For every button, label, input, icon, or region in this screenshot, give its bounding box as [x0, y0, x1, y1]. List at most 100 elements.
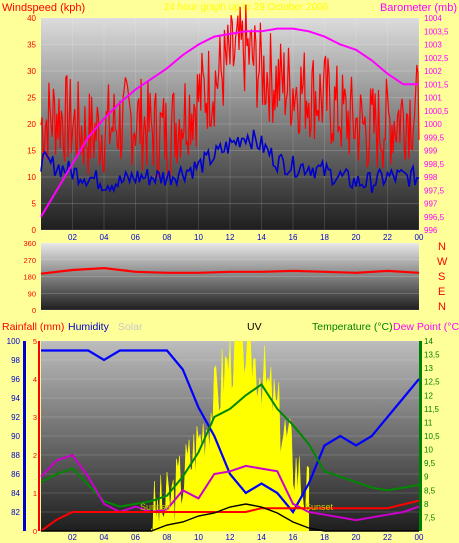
- barometer-y-tick-label: 998,5: [424, 160, 445, 169]
- direction-label-w: W: [437, 256, 448, 268]
- wind-y-tick-label: 30: [27, 67, 36, 76]
- humidity-axis-title: Humidity: [68, 321, 110, 333]
- x-tick-label-bottom: 20: [352, 533, 361, 542]
- temperature-y-tick-label: 9,5: [424, 459, 436, 468]
- humidity-axis-bar: [23, 341, 26, 531]
- windspeed-axis-title: Windspeed (kph): [2, 2, 85, 14]
- humidity-y-tick-label: 100: [7, 337, 21, 346]
- x-tick-label-bottom: 08: [163, 533, 172, 542]
- temperature-y-tick-label: 11: [424, 418, 433, 427]
- dewpoint-axis-title: Dew Point (°C): [393, 321, 459, 333]
- x-tick-label: 02: [68, 233, 77, 242]
- barometer-y-tick-label: 1003,5: [424, 27, 449, 36]
- direction-series: [40, 266, 420, 275]
- barometer-y-tick-label: 1004: [424, 14, 442, 23]
- direction-y-tick-label: 180: [23, 273, 36, 282]
- humidity-y-tick-label: 98: [11, 356, 20, 365]
- humidity-y-tick-label: 86: [11, 470, 20, 479]
- direction-y-ticks: 0 90 180 270 360: [23, 239, 36, 315]
- rainfall-line: [40, 499, 420, 532]
- temperature-line: [40, 382, 420, 508]
- sunrise-annotation: Sunrise: [140, 502, 171, 512]
- x-tick-label: 06: [131, 233, 140, 242]
- x-tick-label: 20: [352, 233, 361, 242]
- solar-area: [151, 340, 310, 532]
- barometer-axis-title: Barometer (mb): [380, 2, 457, 14]
- rain-y-tick-label: 1: [33, 489, 37, 498]
- dewpoint-line: [40, 453, 420, 522]
- x-tick-label: 00: [415, 233, 424, 242]
- temperature-y-tick-label: 10,5: [424, 432, 440, 441]
- barometer-y-tick-label: 997,5: [424, 186, 445, 195]
- x-tick-label-bottom: 06: [131, 533, 140, 542]
- barometer-y-tick-label: 1000: [424, 120, 442, 129]
- wind-y-tick-label: 15: [27, 147, 36, 156]
- barometer-y-tick-label: 999: [424, 147, 438, 156]
- barometer-y-tick-label: 1002: [424, 67, 442, 76]
- x-tick-label: 14: [257, 233, 266, 242]
- temperature-y-tick-label: 9: [424, 473, 429, 482]
- wind-gust-line: [40, 4, 420, 178]
- rain-y-tick-label: 2: [33, 451, 37, 460]
- temperature-y-tick-label: 8: [424, 500, 429, 509]
- x-tick-label-bottom: 02: [68, 533, 77, 542]
- temperature-y-tick-label: 13: [424, 364, 433, 373]
- humidity-y-tick-label: 88: [11, 451, 20, 460]
- x-tick-label-bottom: 22: [383, 533, 392, 542]
- x-tick-label: 04: [100, 233, 109, 242]
- x-tick-label-bottom: 04: [100, 533, 109, 542]
- wind-y-tick-label: 10: [27, 173, 36, 182]
- wind-y-tick-label: 20: [27, 120, 36, 129]
- temperature-y-tick-label: 13,5: [424, 351, 440, 360]
- humidity-y-tick-label: 82: [11, 508, 20, 517]
- direction-label-n1: N: [438, 241, 446, 253]
- humidity-y-tick-label: 96: [11, 375, 20, 384]
- x-tick-label-bottom: 14: [257, 533, 266, 542]
- solar-axis-title: Solar: [118, 321, 143, 333]
- humidity-series: [40, 340, 420, 532]
- uv-axis-title: UV: [247, 321, 262, 333]
- x-tick-label-bottom: 12: [226, 533, 235, 542]
- barometer-y-tick-label: 996,5: [424, 213, 445, 222]
- x-tick-label-bottom: 00: [415, 533, 424, 542]
- temperature-y-tick-label: 14: [424, 337, 433, 346]
- x-tick-label: 12: [226, 233, 235, 242]
- direction-panel-bg: [41, 243, 419, 310]
- rain-y-tick-label: 4: [33, 375, 37, 384]
- barometer-y-tick-label: 1003: [424, 41, 442, 50]
- direction-label-n2: N: [438, 301, 446, 313]
- direction-gridlines: [41, 242, 419, 311]
- humidity-y-tick-label: 92: [11, 413, 20, 422]
- x-tick-label: 18: [320, 233, 329, 242]
- humidity-line: [41, 349, 420, 514]
- barometer-y-tick-label: 1001,5: [424, 80, 449, 89]
- wind-y-tick-label: 25: [27, 94, 36, 103]
- barometer-y-tick-label: 1002,5: [424, 54, 449, 63]
- x-tick-label: 08: [163, 233, 172, 242]
- rain-y-tick-label: 0: [33, 527, 37, 536]
- barometer-y-tick-label: 1000,5: [424, 107, 449, 116]
- direction-y-tick-label: 270: [23, 256, 36, 265]
- direction-y-tick-label: 0: [32, 306, 36, 315]
- rain-y-tick-label: 5: [33, 337, 37, 346]
- humidity-y-tick-label: 90: [11, 432, 20, 441]
- x-tick-label-bottom: 10: [194, 533, 203, 542]
- wind-series: [40, 4, 420, 218]
- barometer-y-tick-label: 997: [424, 200, 438, 209]
- direction-y-tick-label: 90: [28, 289, 36, 298]
- barometer-line: [40, 27, 419, 218]
- barometer-y-tick-label: 1001: [424, 94, 442, 103]
- x-tick-label-bottom: 16: [289, 533, 298, 542]
- humidity-panel-ticks: 02 04 06 08 10 12 14 16 18 20 22 008284868890929496…: [7, 337, 440, 542]
- barometer-y-tick-label: 996: [424, 226, 438, 235]
- uv-line: [41, 503, 419, 532]
- temperature-axis-title: Temperature (°C): [312, 321, 393, 333]
- wind-y-tick-label: 5: [32, 200, 37, 209]
- temperature-y-tick-label: 10: [424, 446, 433, 455]
- rain-axis-bar: [38, 341, 40, 531]
- wind-y-tick-label: 0: [32, 226, 37, 235]
- temperature-y-tick-label: 12: [424, 391, 433, 400]
- wind-y-tick-label: 40: [27, 14, 36, 23]
- barometer-y-ticks: 996 996,5 997 997,5 998 998,5 999 999,5 1000 1000…: [424, 14, 449, 235]
